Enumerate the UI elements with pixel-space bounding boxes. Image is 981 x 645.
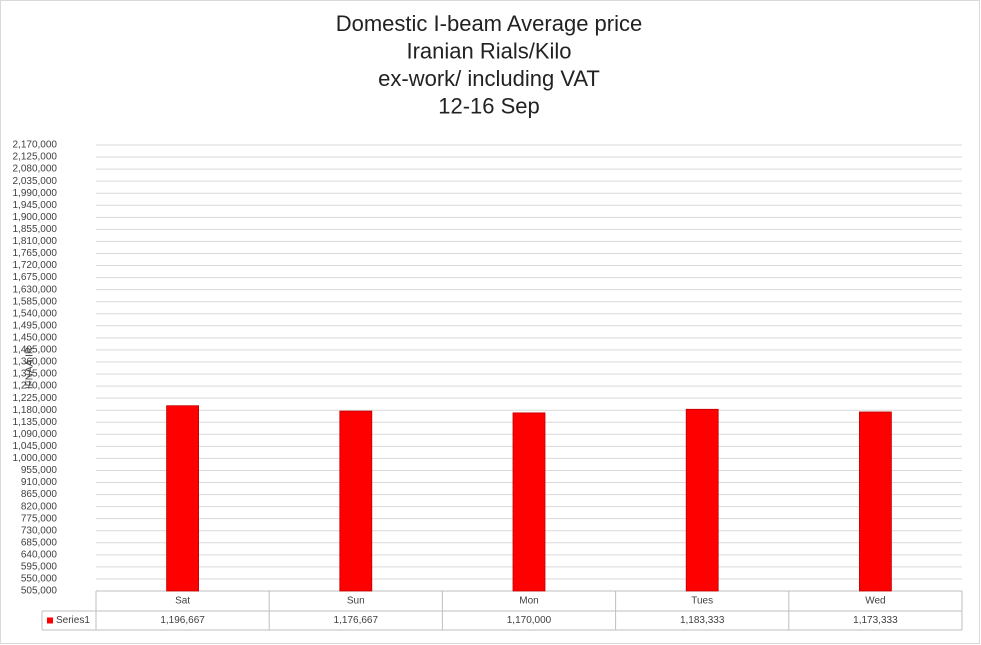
x-tick-label: Mon — [519, 596, 538, 607]
y-tick-label: 1,360,000 — [13, 357, 58, 368]
x-tick-label: Tues — [691, 596, 713, 607]
y-tick-label: 775,000 — [21, 513, 58, 524]
y-tick-label: 550,000 — [21, 574, 58, 585]
y-tick-label: 685,000 — [21, 537, 58, 548]
y-tick-label: 730,000 — [21, 525, 58, 536]
y-tick-label: 1,090,000 — [13, 429, 58, 440]
y-tick-label: 1,270,000 — [13, 381, 58, 392]
y-tick-label: 1,675,000 — [13, 272, 58, 283]
y-tick-label: 1,990,000 — [13, 188, 58, 199]
y-tick-label: 1,540,000 — [13, 308, 58, 319]
y-tick-label: 1,000,000 — [13, 453, 58, 464]
y-tick-label: 1,945,000 — [13, 200, 58, 211]
y-tick-label: 1,135,000 — [13, 417, 58, 428]
y-tick-label: 1,630,000 — [13, 284, 58, 295]
bar — [859, 411, 892, 592]
title-line: Domestic I-beam Average price — [336, 11, 643, 36]
y-tick-label: 865,000 — [21, 489, 58, 500]
y-tick-label: 1,765,000 — [13, 248, 58, 259]
title-line: ex-work/ including VAT — [378, 66, 600, 91]
y-tick-label: 1,855,000 — [13, 224, 58, 235]
y-tick-label: 1,585,000 — [13, 296, 58, 307]
y-tick-label: 505,000 — [21, 586, 58, 597]
y-tick-label: 910,000 — [21, 477, 58, 488]
bar — [166, 405, 200, 592]
x-tick-label: Sat — [175, 596, 190, 607]
y-tick-label: 1,495,000 — [13, 320, 58, 331]
bar — [512, 412, 546, 592]
y-tick-label: 1,900,000 — [13, 212, 58, 223]
y-tick-label: 1,450,000 — [13, 333, 58, 344]
data-table-value: 1,176,667 — [334, 615, 379, 626]
legend-key — [47, 617, 53, 624]
y-tick-label: 2,170,000 — [13, 140, 58, 151]
title-line: 12-16 Sep — [438, 93, 540, 118]
data-table-value: 1,196,667 — [160, 615, 205, 626]
bar — [685, 408, 719, 592]
y-tick-label: 1,720,000 — [13, 260, 58, 271]
y-tick-label: 640,000 — [21, 549, 58, 560]
y-tick-label: 1,225,000 — [13, 393, 58, 404]
y-tick-label: 595,000 — [21, 562, 58, 573]
title-line: Iranian Rials/Kilo — [406, 38, 571, 63]
y-tick-label: 2,080,000 — [13, 164, 58, 175]
y-tick-label: 1,405,000 — [13, 345, 58, 356]
x-tick-label: Sun — [347, 596, 365, 607]
y-tick-label: 955,000 — [21, 465, 58, 476]
data-table-value: 1,173,333 — [853, 615, 898, 626]
y-tick-label: 2,035,000 — [13, 176, 58, 187]
y-tick-label: 2,125,000 — [13, 152, 58, 163]
legend-label: Series1 — [56, 615, 90, 626]
y-tick-label: 1,810,000 — [13, 236, 58, 247]
data-table-value: 1,183,333 — [680, 615, 725, 626]
bar — [339, 410, 373, 592]
y-tick-label: 820,000 — [21, 501, 58, 512]
y-tick-label: 1,180,000 — [13, 405, 58, 416]
x-tick-label: Wed — [865, 596, 885, 607]
y-tick-label: 1,045,000 — [13, 441, 58, 452]
y-tick-label: 1,315,000 — [13, 369, 58, 380]
data-table-value: 1,170,000 — [507, 615, 552, 626]
y-axis-label: IFNAA.IR — [25, 347, 36, 389]
